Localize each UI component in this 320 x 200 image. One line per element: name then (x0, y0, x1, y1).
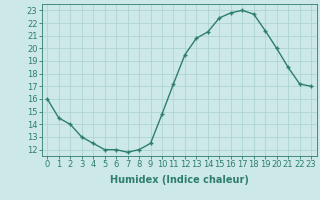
X-axis label: Humidex (Indice chaleur): Humidex (Indice chaleur) (110, 175, 249, 185)
